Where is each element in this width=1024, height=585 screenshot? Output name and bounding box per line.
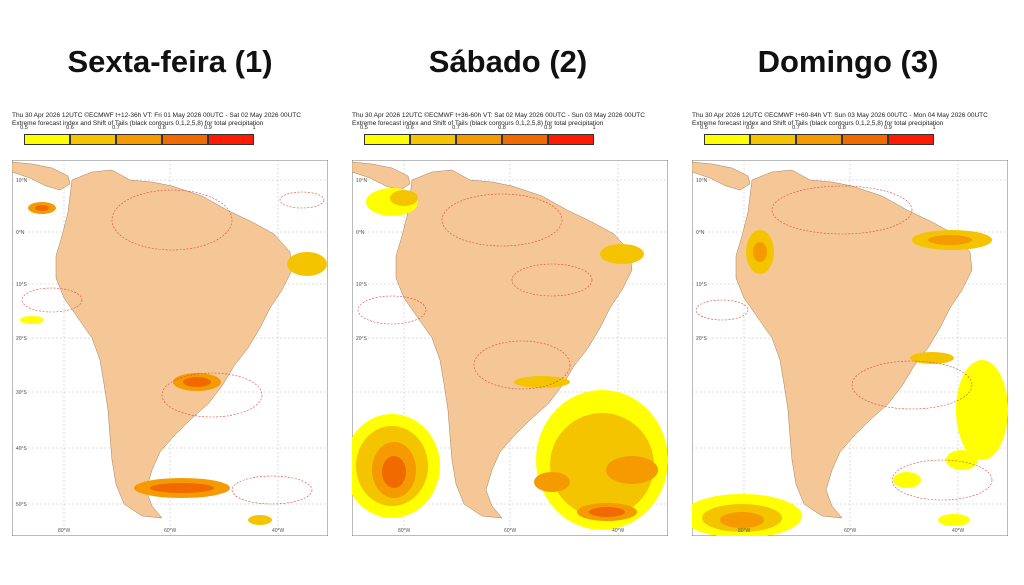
color-scale xyxy=(24,134,254,145)
tick-label: 0.6 xyxy=(746,125,754,131)
scale-cell xyxy=(704,134,750,145)
tick-label: 0.9 xyxy=(204,125,212,131)
map-panel-1: Thu 30 Apr 2026 12UTC ©ECMWF t+12-36h VT… xyxy=(12,112,328,537)
scale-ticks: 0.5 0.6 0.7 0.8 0.9 1 xyxy=(700,125,936,133)
lat-label: 10°N xyxy=(356,178,368,184)
scale-cell xyxy=(796,134,842,145)
panel-header-line2: Extreme forecast index and Shift of Tail… xyxy=(12,119,264,127)
tick-label: 0.8 xyxy=(158,125,166,131)
scale-cell xyxy=(888,134,934,145)
title-sabado: Sábado (2) xyxy=(428,44,588,79)
tick-label: 0.7 xyxy=(112,125,120,131)
tick-label: 0.7 xyxy=(452,125,460,131)
scale-cell xyxy=(548,134,594,145)
scale-cell xyxy=(502,134,548,145)
lat-label: 10°S xyxy=(356,282,368,288)
efi-shading xyxy=(366,188,644,492)
color-scale xyxy=(704,134,934,145)
panel-header-line2: Extreme forecast index and Shift of Tail… xyxy=(692,119,944,127)
scale-cell xyxy=(116,134,162,145)
tick-label: 1 xyxy=(592,125,596,131)
panel-header-line2: Extreme forecast index and Shift of Tail… xyxy=(352,119,604,127)
tick-label: 0.9 xyxy=(884,125,892,131)
map-panel-2: Thu 30 Apr 2026 12UTC ©ECMWF t+36-60h VT… xyxy=(352,112,668,537)
efi-shading xyxy=(746,230,992,526)
panel-header-line1: Thu 30 Apr 2026 12UTC ©ECMWF t+60-84h VT… xyxy=(692,112,988,119)
lat-label: 0°N xyxy=(696,230,705,236)
lon-label: 80°W xyxy=(398,528,411,534)
scale-ticks: 0.5 0.6 0.7 0.8 0.9 1 xyxy=(360,125,596,133)
scale-cell xyxy=(208,134,254,145)
tick-label: 0.5 xyxy=(700,125,708,131)
lon-label: 60°W xyxy=(504,528,517,534)
lat-label: 40°S xyxy=(16,446,28,452)
scale-cell xyxy=(162,134,208,145)
lat-label: 50°S xyxy=(16,502,28,508)
scale-cell xyxy=(410,134,456,145)
title-domingo: Domingo (3) xyxy=(757,44,939,79)
tick-label: 0.5 xyxy=(360,125,368,131)
lat-label: 20°S xyxy=(696,336,708,342)
efi-shading-ocean xyxy=(352,390,668,530)
efi-map: 10°N 0°N 10°S 20°S 30°S 40°S 50°S 80°W 6… xyxy=(12,160,328,536)
land-south-america xyxy=(55,169,293,519)
efi-shading xyxy=(20,202,327,525)
lat-label: 20°S xyxy=(16,336,28,342)
dashed-contours xyxy=(357,193,593,390)
land-central-america xyxy=(692,161,751,191)
lon-label: 60°W xyxy=(844,528,857,534)
lat-label: 0°N xyxy=(16,230,25,236)
tick-label: 0.5 xyxy=(20,125,28,131)
lat-label: 20°S xyxy=(356,336,368,342)
lat-label: 30°S xyxy=(16,390,28,396)
scale-cell xyxy=(364,134,410,145)
map-panel-3: Thu 30 Apr 2026 12UTC ©ECMWF t+60-84h VT… xyxy=(692,112,1008,537)
lon-label: 40°W xyxy=(612,528,625,534)
tick-label: 0.6 xyxy=(66,125,74,131)
scale-cell xyxy=(456,134,502,145)
tick-label: 0.6 xyxy=(406,125,414,131)
lat-label: 10°S xyxy=(16,282,28,288)
efi-shading-ocean xyxy=(692,360,1008,536)
scale-cell xyxy=(70,134,116,145)
tick-label: 0.8 xyxy=(498,125,506,131)
panel-header-line1: Thu 30 Apr 2026 12UTC ©ECMWF t+12-36h VT… xyxy=(12,112,301,119)
tick-label: 1 xyxy=(252,125,256,131)
efi-map: 10°N 0°N 10°S 20°S 80°W 60°W 40°W xyxy=(692,160,1008,536)
tick-label: 0.8 xyxy=(838,125,846,131)
title-sexta: Sexta-feira (1) xyxy=(67,44,273,79)
lon-label: 40°W xyxy=(272,528,285,534)
tick-label: 1 xyxy=(932,125,936,131)
land-south-america xyxy=(735,169,973,519)
land-central-america xyxy=(352,161,411,191)
lat-label: 10°N xyxy=(696,178,708,184)
dashed-contours xyxy=(695,185,993,501)
lat-label: 10°S xyxy=(696,282,708,288)
scale-ticks: 0.5 0.6 0.7 0.8 0.9 1 xyxy=(20,125,256,133)
land-central-america xyxy=(12,161,71,191)
scale-cell xyxy=(24,134,70,145)
dashed-contours xyxy=(21,189,325,505)
lat-label: 0°N xyxy=(356,230,365,236)
tick-label: 0.7 xyxy=(792,125,800,131)
scale-cell xyxy=(842,134,888,145)
lon-label: 80°W xyxy=(738,528,751,534)
efi-map: 10°N 0°N 10°S 20°S 80°W 60°W 40°W xyxy=(352,160,668,536)
color-scale xyxy=(364,134,594,145)
lon-label: 60°W xyxy=(164,528,177,534)
lon-label: 80°W xyxy=(58,528,71,534)
scale-cell xyxy=(750,134,796,145)
lat-label: 10°N xyxy=(16,178,28,184)
lon-label: 40°W xyxy=(952,528,965,534)
panel-header-line1: Thu 30 Apr 2026 12UTC ©ECMWF t+36-60h VT… xyxy=(352,112,645,119)
land-south-america xyxy=(395,169,633,519)
tick-label: 0.9 xyxy=(544,125,552,131)
